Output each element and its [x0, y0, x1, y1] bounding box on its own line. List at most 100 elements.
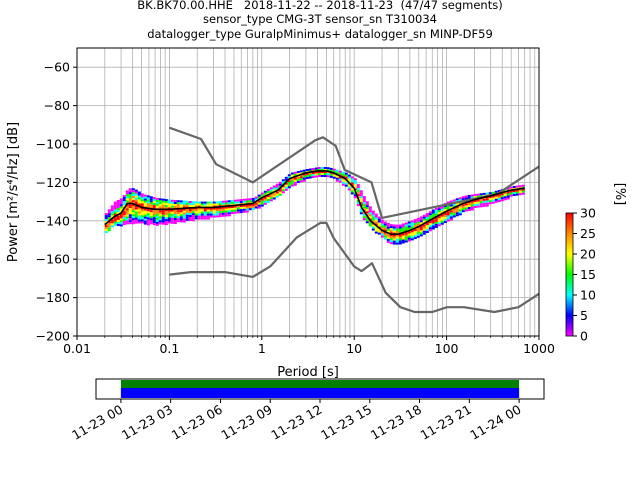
- density-cell: [119, 204, 123, 207]
- density-cell: [125, 222, 129, 225]
- density-cell: [212, 209, 216, 212]
- density-cell: [104, 227, 108, 230]
- density-cell: [437, 212, 441, 215]
- density-cell: [431, 221, 435, 224]
- density-cell: [212, 207, 216, 210]
- density-cell: [392, 236, 396, 239]
- density-cell: [395, 234, 399, 237]
- density-cell: [314, 173, 318, 176]
- density-cell: [209, 211, 213, 214]
- density-cell: [512, 190, 516, 192]
- density-cell: [473, 204, 477, 206]
- density-cell: [446, 207, 450, 210]
- density-cell: [260, 200, 264, 203]
- density-cell: [209, 203, 213, 206]
- density-cell: [164, 219, 168, 222]
- density-cell: [377, 228, 381, 231]
- density-cell: [404, 226, 408, 229]
- density-cell: [140, 215, 144, 218]
- density-cell: [152, 219, 156, 222]
- density-cell: [272, 187, 276, 190]
- density-cell: [452, 203, 456, 206]
- density-cell: [356, 204, 360, 207]
- density-cell: [254, 206, 258, 209]
- timeline-tick-label: 11-23 15: [318, 402, 374, 443]
- plot-frame: [76, 47, 540, 337]
- density-cell: [437, 218, 441, 221]
- density-cell: [347, 174, 351, 177]
- density-cell: [512, 186, 516, 188]
- y-axis-label: Power [m²/s⁴/Hz] [dB]: [6, 122, 21, 262]
- density-cell: [302, 177, 306, 180]
- density-cell: [359, 198, 363, 201]
- density-cell: [266, 199, 270, 201]
- density-cell: [392, 240, 396, 243]
- density-cell: [107, 211, 111, 214]
- density-cell: [128, 220, 132, 223]
- density-cell: [140, 201, 144, 204]
- density-cell: [455, 206, 459, 209]
- density-cell: [161, 200, 165, 203]
- density-cell: [128, 210, 132, 213]
- density-cell: [161, 206, 165, 209]
- density-cell: [116, 216, 120, 218]
- density-cell: [404, 238, 408, 241]
- density-cell: [401, 233, 405, 236]
- density-cell: [485, 192, 489, 195]
- density-cell: [410, 236, 414, 239]
- density-cell: [170, 199, 174, 202]
- density-cell: [161, 198, 165, 201]
- density-cell: [461, 198, 465, 201]
- density-cell: [182, 200, 186, 203]
- coverage-bar-blue: [120, 388, 520, 398]
- density-cell: [131, 204, 135, 207]
- density-cell: [434, 221, 438, 224]
- density-cell: [137, 191, 141, 194]
- density-cell: [464, 195, 468, 198]
- density-cell: [140, 205, 144, 208]
- density-cell: [200, 213, 204, 216]
- density-cell: [380, 225, 384, 228]
- density-cell: [152, 209, 156, 212]
- density-cell: [464, 205, 468, 208]
- density-cell: [113, 207, 117, 210]
- density-cell: [203, 217, 207, 220]
- y-tick-label: −200: [36, 329, 70, 344]
- density-cell: [179, 220, 183, 223]
- density-cell: [206, 209, 210, 212]
- density-cell: [173, 214, 177, 216]
- density-cell: [482, 204, 486, 207]
- density-cell: [155, 217, 159, 220]
- density-cell: [437, 224, 441, 227]
- density-cell: [104, 231, 108, 234]
- density-cell: [113, 209, 117, 212]
- density-cell: [215, 215, 219, 218]
- density-cell: [125, 206, 129, 209]
- density-cell: [143, 212, 147, 215]
- density-cell: [245, 210, 249, 213]
- density-cell: [362, 216, 366, 219]
- density-cell: [173, 216, 177, 218]
- density-cell: [443, 221, 447, 224]
- density-cell: [437, 222, 441, 225]
- density-cell: [143, 220, 147, 223]
- density-cell: [275, 195, 279, 198]
- density-cell: [230, 212, 234, 214]
- density-cell: [131, 210, 135, 213]
- density-cell: [182, 214, 186, 217]
- density-cell: [380, 221, 384, 224]
- density-cell: [173, 222, 177, 224]
- density-cell: [359, 208, 363, 211]
- density-cell: [512, 194, 516, 196]
- density-cell: [185, 210, 189, 213]
- density-cell: [149, 198, 153, 201]
- density-cell: [161, 212, 165, 215]
- density-cell: [368, 216, 372, 219]
- density-cell: [284, 184, 288, 187]
- density-cell: [116, 212, 120, 214]
- density-cell: [452, 213, 456, 216]
- density-cell: [122, 215, 126, 218]
- density-cell: [245, 206, 249, 209]
- density-cell: [341, 173, 345, 176]
- density-cell: [434, 223, 438, 226]
